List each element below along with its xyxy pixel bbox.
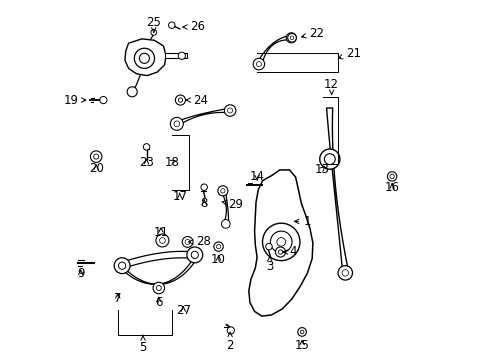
Circle shape — [276, 238, 285, 246]
Circle shape — [175, 95, 185, 105]
Circle shape — [182, 237, 193, 247]
Text: 22: 22 — [301, 27, 324, 40]
Circle shape — [285, 33, 296, 43]
Circle shape — [114, 258, 130, 274]
Text: 4: 4 — [283, 246, 296, 258]
Circle shape — [227, 108, 232, 113]
Polygon shape — [122, 251, 194, 269]
Polygon shape — [326, 108, 347, 270]
Circle shape — [297, 328, 306, 336]
Text: 18: 18 — [164, 156, 179, 168]
Polygon shape — [164, 53, 186, 58]
Text: 9: 9 — [77, 267, 84, 280]
Circle shape — [256, 62, 261, 67]
Text: 1: 1 — [294, 215, 311, 228]
Circle shape — [191, 251, 198, 258]
Circle shape — [170, 117, 183, 130]
Circle shape — [174, 121, 179, 127]
Text: 23: 23 — [139, 156, 154, 169]
Circle shape — [151, 30, 156, 35]
Text: 24: 24 — [186, 94, 208, 107]
Text: 14: 14 — [249, 170, 264, 183]
Circle shape — [227, 327, 234, 334]
Circle shape — [156, 234, 168, 247]
Circle shape — [127, 87, 137, 97]
Polygon shape — [125, 39, 166, 76]
Polygon shape — [220, 189, 228, 225]
Circle shape — [224, 105, 235, 116]
Circle shape — [389, 174, 393, 179]
Circle shape — [287, 33, 296, 42]
Text: 27: 27 — [176, 304, 190, 317]
Text: 25: 25 — [146, 16, 161, 32]
Text: 26: 26 — [183, 21, 204, 33]
Circle shape — [324, 154, 335, 165]
Circle shape — [201, 184, 207, 190]
Circle shape — [270, 231, 291, 253]
Circle shape — [342, 270, 348, 276]
Text: 10: 10 — [211, 253, 225, 266]
Circle shape — [143, 144, 149, 150]
Circle shape — [221, 220, 230, 228]
Text: 20: 20 — [88, 162, 103, 175]
Circle shape — [90, 151, 102, 162]
Circle shape — [134, 48, 154, 68]
Text: 13: 13 — [314, 163, 328, 176]
Text: 15: 15 — [294, 339, 309, 352]
Text: 11: 11 — [153, 226, 168, 239]
Text: 28: 28 — [188, 235, 210, 248]
Circle shape — [100, 96, 107, 104]
Circle shape — [159, 238, 165, 243]
Circle shape — [94, 154, 99, 159]
Circle shape — [220, 189, 224, 193]
Text: 29: 29 — [222, 198, 243, 211]
Circle shape — [337, 266, 352, 280]
Circle shape — [278, 250, 282, 254]
Text: 21: 21 — [338, 47, 360, 60]
Polygon shape — [177, 108, 230, 127]
Circle shape — [216, 244, 220, 249]
Circle shape — [118, 262, 125, 269]
Circle shape — [156, 285, 161, 291]
Polygon shape — [122, 257, 197, 284]
Circle shape — [275, 247, 285, 257]
Text: 16: 16 — [384, 181, 399, 194]
Circle shape — [218, 186, 227, 196]
Circle shape — [253, 58, 264, 70]
Text: 7: 7 — [114, 292, 122, 305]
Circle shape — [265, 243, 272, 250]
Text: 19: 19 — [63, 94, 86, 107]
Text: 8: 8 — [200, 197, 207, 210]
Circle shape — [289, 36, 293, 40]
Text: 3: 3 — [265, 257, 273, 273]
Text: 5: 5 — [139, 335, 146, 354]
Text: 12: 12 — [324, 78, 338, 94]
Circle shape — [319, 149, 339, 169]
Circle shape — [168, 22, 175, 28]
Circle shape — [178, 98, 182, 102]
Circle shape — [139, 53, 149, 63]
Circle shape — [185, 239, 190, 244]
Circle shape — [386, 172, 396, 181]
Circle shape — [178, 52, 185, 59]
Polygon shape — [248, 170, 312, 316]
Circle shape — [288, 36, 293, 40]
Circle shape — [153, 282, 164, 294]
Circle shape — [186, 247, 203, 263]
Circle shape — [213, 242, 223, 251]
Text: 17: 17 — [172, 190, 187, 203]
Circle shape — [262, 223, 299, 261]
Circle shape — [300, 330, 303, 334]
Polygon shape — [257, 35, 292, 65]
Text: 2: 2 — [226, 332, 233, 352]
Text: 6: 6 — [155, 296, 162, 309]
